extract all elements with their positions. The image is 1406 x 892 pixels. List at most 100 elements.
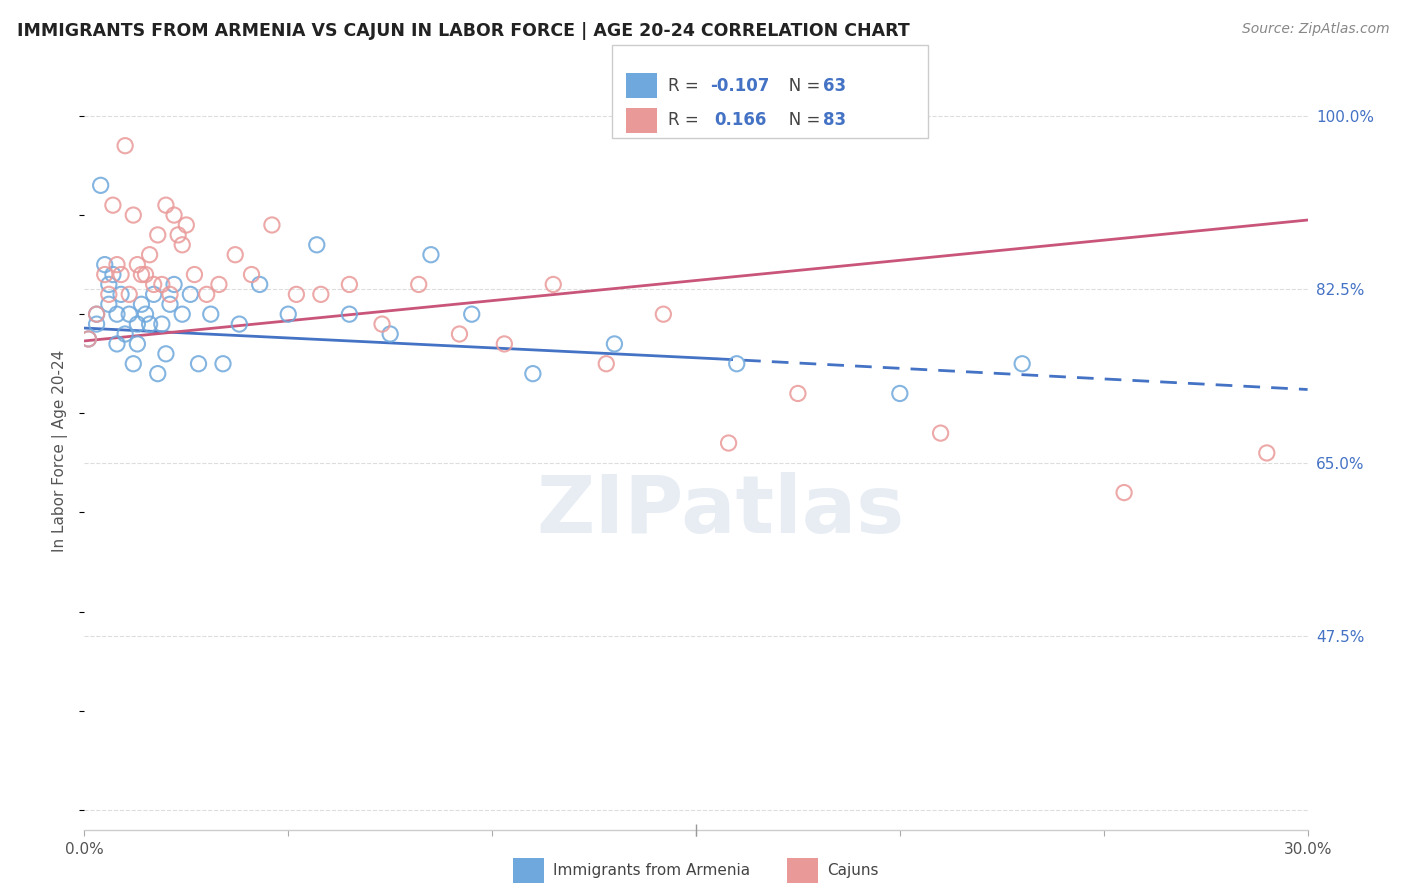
Point xyxy=(93,258,115,272)
Point xyxy=(155,347,177,361)
Text: -0.107: -0.107 xyxy=(710,77,769,95)
Point xyxy=(105,307,128,321)
Y-axis label: In Labor Force | Age 20-24: In Labor Force | Age 20-24 xyxy=(52,350,69,551)
Point xyxy=(163,208,186,222)
Point xyxy=(309,287,332,301)
Point xyxy=(228,317,250,331)
Point xyxy=(110,268,132,282)
Point xyxy=(167,227,190,242)
Point xyxy=(725,357,748,371)
Point xyxy=(146,367,169,381)
Point xyxy=(150,277,173,292)
Point xyxy=(122,357,145,371)
Point xyxy=(1256,446,1278,460)
Point xyxy=(172,237,194,252)
Text: 83: 83 xyxy=(823,112,845,129)
Point xyxy=(101,268,124,282)
Point xyxy=(97,297,120,311)
Text: ZIPatlas: ZIPatlas xyxy=(536,472,904,550)
Point xyxy=(172,307,194,321)
Text: Cajuns: Cajuns xyxy=(827,863,879,878)
Point xyxy=(208,277,231,292)
Point xyxy=(159,287,181,301)
Point xyxy=(114,326,136,341)
Point xyxy=(285,287,308,301)
Text: 63: 63 xyxy=(823,77,845,95)
Point xyxy=(101,198,124,212)
Point xyxy=(131,297,153,311)
Point xyxy=(105,258,128,272)
Point xyxy=(135,268,157,282)
Point xyxy=(118,307,141,321)
Point xyxy=(90,178,112,193)
Point xyxy=(86,307,108,321)
Point xyxy=(380,326,402,341)
Point xyxy=(1114,485,1136,500)
Text: R =: R = xyxy=(668,112,709,129)
Point xyxy=(408,277,430,292)
Point xyxy=(127,317,149,331)
Point xyxy=(717,436,740,450)
Point xyxy=(77,332,100,346)
Point xyxy=(449,326,471,341)
Point xyxy=(461,307,484,321)
Text: R =: R = xyxy=(668,77,704,95)
Point xyxy=(200,307,222,321)
Point xyxy=(110,287,132,301)
Point xyxy=(277,307,299,321)
Point xyxy=(183,268,205,282)
Point xyxy=(93,268,115,282)
Point xyxy=(138,248,160,262)
Point xyxy=(595,357,617,371)
Point xyxy=(339,307,361,321)
Text: N =: N = xyxy=(773,77,825,95)
Point xyxy=(195,287,218,301)
Point xyxy=(249,277,271,292)
Point xyxy=(146,227,169,242)
Point xyxy=(150,317,173,331)
Point xyxy=(187,357,209,371)
Point xyxy=(105,337,128,351)
Point xyxy=(86,317,108,331)
Point xyxy=(260,218,283,232)
Point xyxy=(494,337,516,351)
Point xyxy=(127,337,149,351)
Point xyxy=(97,287,120,301)
Point xyxy=(603,337,626,351)
Point xyxy=(135,307,157,321)
Point xyxy=(155,198,177,212)
Point xyxy=(371,317,394,331)
Point xyxy=(114,138,136,153)
Point xyxy=(118,287,141,301)
Point xyxy=(929,426,952,441)
Point xyxy=(240,268,263,282)
Text: Source: ZipAtlas.com: Source: ZipAtlas.com xyxy=(1241,22,1389,37)
Point xyxy=(179,287,201,301)
Point xyxy=(652,307,675,321)
Point xyxy=(127,258,149,272)
Point xyxy=(77,332,100,346)
Text: Immigrants from Armenia: Immigrants from Armenia xyxy=(553,863,749,878)
Point xyxy=(122,208,145,222)
Point xyxy=(159,297,181,311)
Point xyxy=(543,277,565,292)
Point xyxy=(138,317,160,331)
Text: IMMIGRANTS FROM ARMENIA VS CAJUN IN LABOR FORCE | AGE 20-24 CORRELATION CHART: IMMIGRANTS FROM ARMENIA VS CAJUN IN LABO… xyxy=(17,22,910,40)
Point xyxy=(97,277,120,292)
Point xyxy=(86,307,108,321)
Point xyxy=(522,367,544,381)
Text: 0.166: 0.166 xyxy=(714,112,766,129)
Point xyxy=(420,248,443,262)
Point xyxy=(1011,357,1033,371)
Point xyxy=(131,268,153,282)
Point xyxy=(339,277,361,292)
Point xyxy=(305,237,328,252)
Point xyxy=(174,218,197,232)
Point xyxy=(224,248,246,262)
Point xyxy=(889,386,911,401)
Point xyxy=(142,287,165,301)
Point xyxy=(163,277,186,292)
Point xyxy=(787,386,810,401)
Point xyxy=(142,277,165,292)
Point xyxy=(212,357,235,371)
